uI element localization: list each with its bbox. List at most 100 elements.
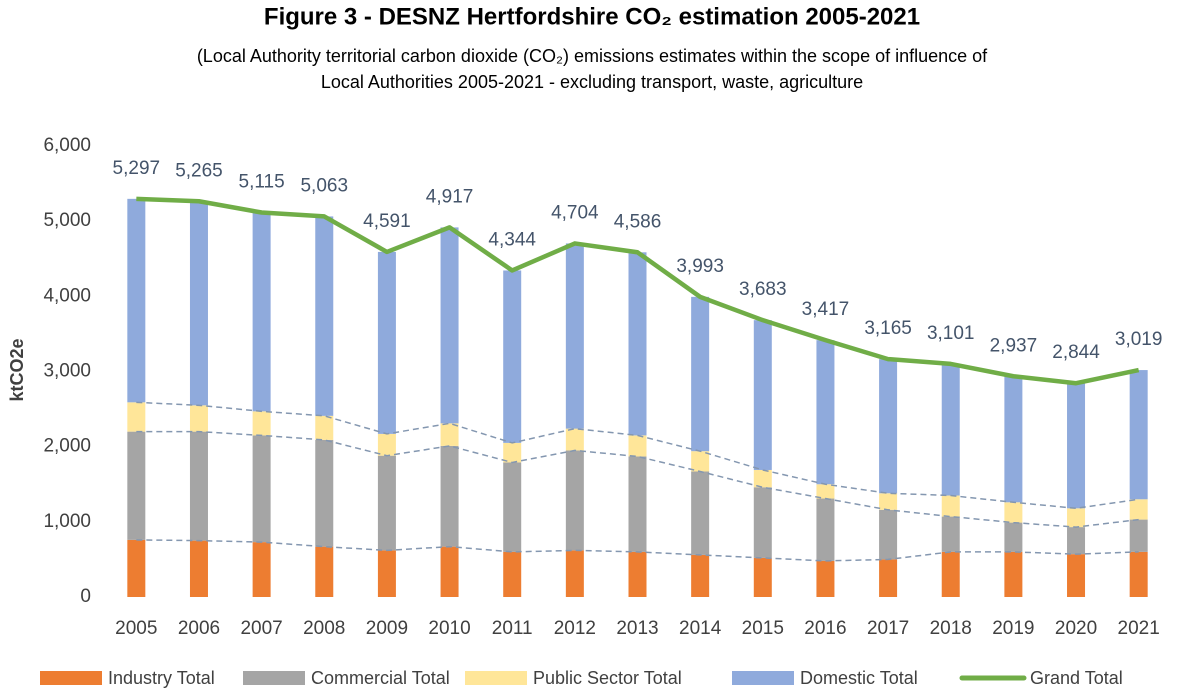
bar-segment (189, 431, 208, 541)
bar-segment (1067, 554, 1086, 597)
x-tick-label: 2013 (616, 618, 658, 639)
bar-segment (628, 456, 647, 552)
bar-segment (628, 435, 647, 457)
legend-label: Commercial Total (311, 668, 450, 688)
data-label: 2,844 (1052, 342, 1100, 363)
bar-segment (377, 433, 396, 456)
legend-swatch (243, 671, 305, 685)
bar-segment (189, 540, 208, 597)
bar-segment (753, 320, 772, 470)
legend-swatch (732, 671, 794, 685)
bar-segment (503, 462, 522, 552)
data-label: 3,019 (1115, 329, 1163, 350)
legend-label: Industry Total (108, 668, 215, 688)
x-tick-label: 2014 (679, 618, 722, 639)
bar-segment (503, 270, 522, 443)
bar-segment (127, 402, 146, 432)
bar-segment (816, 484, 835, 499)
bar-segment (127, 198, 146, 403)
chart-subtitle: Local Authorities 2005-2021 - excluding … (321, 72, 863, 92)
data-label: 3,165 (864, 318, 912, 339)
bar-segment (1067, 527, 1086, 555)
y-tick-label: 5,000 (43, 210, 91, 231)
bar-segment (816, 498, 835, 561)
bar-segment (127, 431, 146, 540)
x-tick-label: 2012 (554, 618, 596, 639)
legend-label: Public Sector Total (533, 668, 682, 688)
data-label: 5,115 (239, 172, 285, 193)
stack-connector (136, 539, 1139, 562)
bar-segment (189, 201, 208, 406)
chart-subtitle: (Local Authority territorial carbon diox… (197, 46, 988, 66)
bar-segment (315, 216, 334, 416)
stack-connector (136, 401, 1139, 510)
data-label: 5,265 (175, 160, 223, 181)
bar-segment (440, 423, 459, 446)
bar-segment (1004, 522, 1023, 552)
data-label: 2,937 (990, 335, 1038, 356)
data-label: 4,586 (614, 211, 662, 232)
data-label: 3,101 (927, 323, 975, 344)
bar-segment (1129, 551, 1148, 597)
bar-segment (941, 516, 960, 552)
bar-segment (127, 539, 146, 597)
bar-segment (941, 495, 960, 517)
bar-segment (377, 455, 396, 551)
x-tick-label: 2007 (240, 618, 282, 639)
bar-segment (1129, 519, 1148, 552)
x-tick-label: 2010 (428, 618, 470, 639)
y-tick-label: 6,000 (43, 135, 91, 156)
bar-segment (628, 551, 647, 597)
y-tick-label: 3,000 (43, 361, 91, 382)
bar-segment (1004, 551, 1023, 597)
bar-segment (503, 442, 522, 463)
data-label: 4,917 (426, 186, 474, 207)
bar-segment (377, 251, 396, 434)
bar-segment (879, 493, 898, 510)
legend-label: Grand Total (1030, 668, 1123, 688)
data-label: 4,704 (551, 202, 599, 223)
bar-segment (252, 212, 271, 412)
bar-segment (440, 546, 459, 597)
x-tick-label: 2019 (992, 618, 1034, 639)
data-label: 4,344 (488, 229, 536, 250)
bar-segment (691, 451, 710, 472)
x-tick-label: 2008 (303, 618, 345, 639)
bar-segment (753, 469, 772, 488)
bar-segment (1067, 508, 1086, 528)
bar-segment (377, 550, 396, 597)
data-label: 4,591 (363, 211, 411, 232)
bar-segment (1129, 499, 1148, 520)
bar-segment (565, 550, 584, 597)
y-tick-label: 2,000 (43, 436, 91, 457)
x-tick-label: 2006 (178, 618, 220, 639)
bar-segment (189, 405, 208, 432)
legend-swatch (465, 671, 527, 685)
x-tick-label: 2011 (492, 618, 533, 639)
bar-segment (941, 363, 960, 496)
data-label: 5,063 (300, 175, 348, 196)
x-tick-label: 2021 (1118, 618, 1160, 639)
bar-segment (816, 560, 835, 597)
bar-segment (879, 559, 898, 597)
legend-swatch (40, 671, 102, 685)
bar-segment (1004, 376, 1023, 503)
x-tick-label: 2009 (366, 618, 408, 639)
bar-segment (1067, 383, 1086, 509)
bar-segment (691, 471, 710, 555)
bar-segment (315, 415, 334, 440)
bar-segment (1129, 370, 1148, 500)
bar-segment (252, 435, 271, 543)
bar-segment (315, 439, 334, 547)
x-tick-label: 2018 (930, 618, 972, 639)
bar-segment (1004, 502, 1023, 523)
y-axis-label: ktCO2e (7, 338, 27, 401)
bar-segment (503, 551, 522, 597)
bar-segment (252, 411, 271, 436)
bar-segment (879, 359, 898, 494)
bar-segment (252, 542, 271, 597)
bar-segment (628, 252, 647, 436)
data-label: 3,683 (739, 279, 787, 300)
bar-segment (565, 428, 584, 451)
